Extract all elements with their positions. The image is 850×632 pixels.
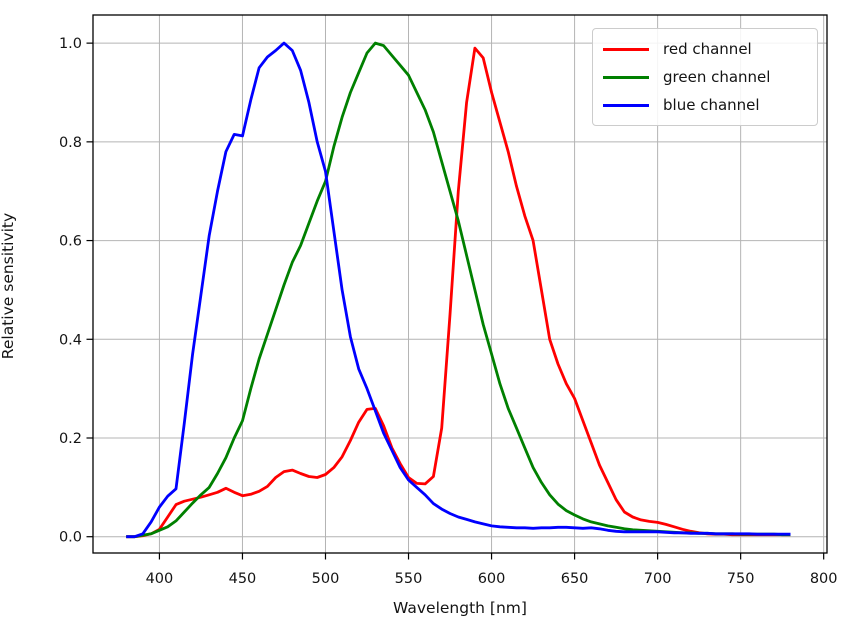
legend-blue-label: blue channel [663, 96, 760, 114]
y-tick-label: 0.8 [59, 135, 82, 151]
plot-frame [92, 14, 828, 554]
x-tick-label: 750 [727, 571, 755, 587]
legend-item-blue: blue channel [603, 91, 807, 119]
x-tick-label: 450 [229, 571, 257, 587]
y-tick-label: 0.2 [59, 431, 82, 447]
legend-green-label: green channel [663, 68, 771, 86]
x-tick-label: 800 [810, 571, 838, 587]
y-tick-label: 0.4 [59, 332, 82, 348]
red-channel-line [126, 46, 791, 539]
x-tick-label: 500 [312, 571, 340, 587]
x-tick-label: 550 [395, 571, 423, 587]
y-tick-label: 0.6 [59, 234, 82, 250]
x-tick-label: 400 [146, 571, 174, 587]
x-axis-title: Wavelength [nm] [393, 599, 527, 617]
y-axis-title: Relative sensitivity [0, 212, 17, 360]
x-tick-label: 700 [644, 571, 672, 587]
x-tick-label: 650 [561, 571, 589, 587]
legend-red-label: red channel [663, 40, 752, 58]
y-tick-label: 1.0 [59, 36, 82, 52]
legend-item-green: green channel [603, 63, 807, 91]
y-tick-label: 0.0 [59, 530, 82, 546]
legend-green-line-swatch [603, 75, 649, 79]
legend-red-line-swatch [603, 47, 649, 51]
x-tick-label: 600 [478, 571, 506, 587]
legend: red channel green channel blue channel [592, 28, 818, 126]
blue-channel-line [126, 41, 791, 539]
legend-item-red: red channel [603, 35, 807, 63]
legend-blue-line-swatch [603, 103, 649, 107]
